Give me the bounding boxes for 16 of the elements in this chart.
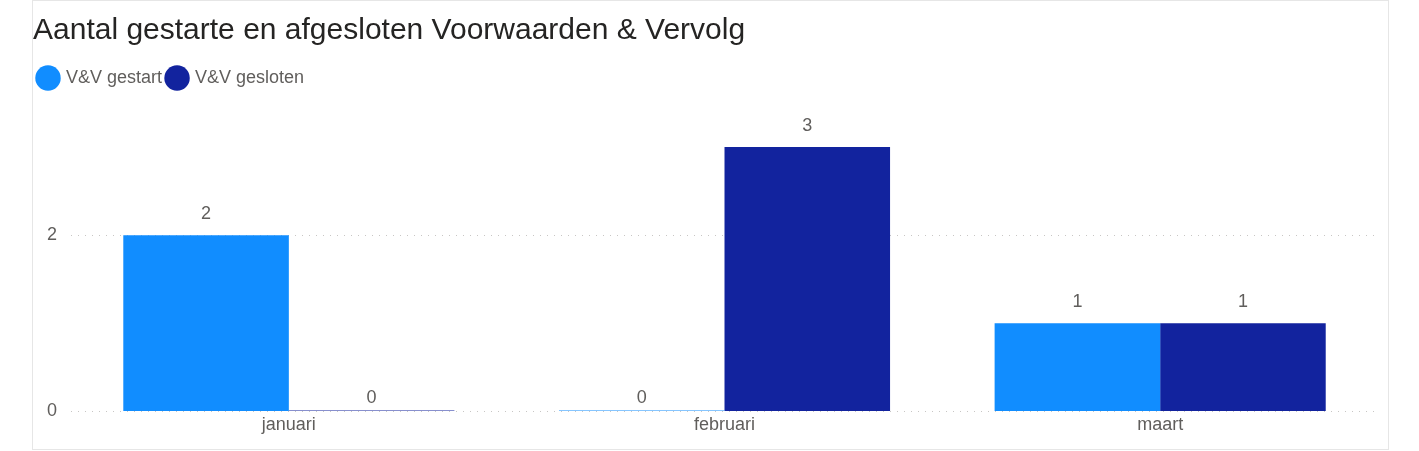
x-tick-label: januari xyxy=(260,414,316,435)
data-label: 1 xyxy=(1237,291,1248,312)
data-label: 3 xyxy=(802,114,813,135)
chart-title: Aantal gestarte en afgesloten Voorwaarden & Vervolg xyxy=(33,12,746,46)
data-label: 0 xyxy=(366,387,377,408)
x-tick-label: maart xyxy=(1137,414,1184,435)
x-tick-label: februari xyxy=(693,414,756,435)
bar xyxy=(1160,323,1326,411)
bar xyxy=(123,235,289,411)
bar xyxy=(724,147,891,411)
data-label: 0 xyxy=(636,387,647,408)
legend-label: V&V gestart xyxy=(66,66,163,87)
data-label: 1 xyxy=(1072,291,1083,312)
data-label: 2 xyxy=(201,203,212,224)
legend-label: V&V gesloten xyxy=(195,66,305,87)
bar xyxy=(994,323,1161,411)
